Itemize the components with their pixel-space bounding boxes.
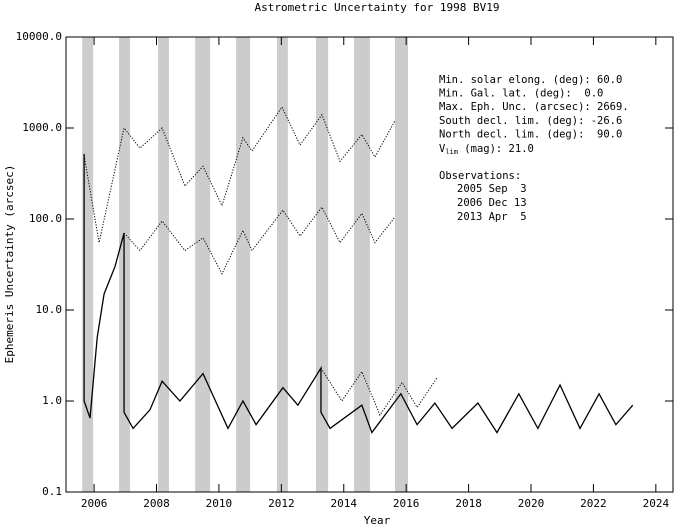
x-tick-label: 2016 xyxy=(393,497,420,510)
annotation: Vlim (mag): 21.0 xyxy=(439,143,534,156)
x-tick-label: 2018 xyxy=(455,497,482,510)
annotation: North decl. lim. (deg): 90.0 xyxy=(439,128,622,140)
x-tick-label: 2010 xyxy=(206,497,233,510)
plot-frame xyxy=(65,36,674,493)
x-tick-label: 2024 xyxy=(643,497,670,510)
lines xyxy=(83,106,634,434)
chart-title: Astrometric Uncertainty for 1998 BV19 xyxy=(254,1,499,14)
x-tick-label: 2014 xyxy=(331,497,358,510)
x-tick-label: 2012 xyxy=(268,497,295,510)
shaded-band xyxy=(276,37,288,492)
shaded-band xyxy=(195,37,211,492)
series-line xyxy=(83,106,396,243)
y-tick-label: 10.0 xyxy=(36,303,63,316)
y-tick-label: 1000.0 xyxy=(22,121,62,134)
shaded-band xyxy=(394,37,409,492)
shaded-band xyxy=(236,37,251,492)
x-tick-label: 2022 xyxy=(580,497,607,510)
observation-date: 2006 Dec 13 xyxy=(457,197,527,209)
vlim-text: (mag): 21.0 xyxy=(458,143,534,155)
series-line xyxy=(320,367,438,417)
vlim-subscript: lim xyxy=(445,148,458,156)
x-axis-label: Year xyxy=(364,514,391,527)
y-tick-label: 0.1 xyxy=(42,485,62,498)
annotation: South decl. lim. (deg): -26.6 xyxy=(439,115,622,127)
y-tick-label: 100.0 xyxy=(29,212,62,225)
y-tick-label: 1.0 xyxy=(42,394,62,407)
observation-date: 2013 Apr 5 xyxy=(457,211,527,223)
shaded-band xyxy=(315,37,329,492)
observation-date: 2005 Sep 3 xyxy=(457,183,527,195)
series-line xyxy=(123,206,396,275)
annotations: Min. solar elong. (deg): 60.0 Min. Gal. l… xyxy=(439,74,629,223)
vlim-symbol: V xyxy=(439,143,446,155)
x-tick-label: 2020 xyxy=(518,497,545,510)
x-tick-label: 2008 xyxy=(143,497,170,510)
shaded-band xyxy=(158,37,169,492)
annotation: Max. Eph. Unc. (arcsec): 2669. xyxy=(439,101,629,113)
series-line xyxy=(83,153,634,434)
y-axis-label: Ephemeris Uncertainty (arcsec) xyxy=(3,165,16,364)
observations-title: Observations: xyxy=(439,170,521,182)
annotation: Min. Gal. lat. (deg): 0.0 xyxy=(439,88,603,100)
x-tick-label: 2006 xyxy=(81,497,108,510)
annotation: Min. solar elong. (deg): 60.0 xyxy=(439,74,622,86)
shaded-band xyxy=(82,37,94,492)
y-tick-label: 10000.0 xyxy=(16,30,62,43)
shaded-band xyxy=(354,37,370,492)
